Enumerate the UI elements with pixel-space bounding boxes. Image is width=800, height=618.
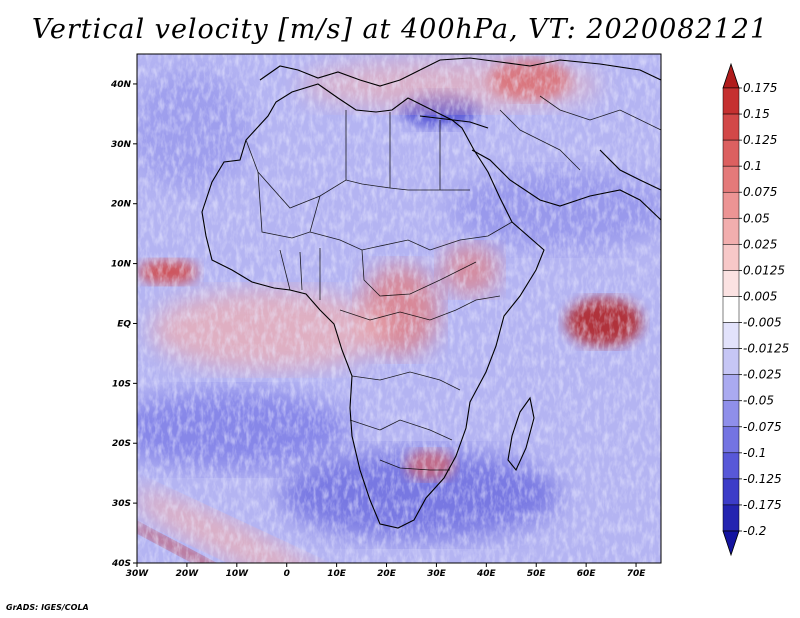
y-tick-label: 40S: [111, 559, 131, 569]
colorbar-box: [722, 426, 740, 454]
colorbar-label: -0.05: [743, 394, 774, 408]
x-tick-label: 70E: [627, 569, 647, 579]
colorbar-box: [722, 374, 740, 401]
x-tick-label: 30E: [427, 569, 447, 579]
y-tick-label: 20S: [112, 439, 131, 449]
colorbar-box: [722, 270, 740, 297]
x-tick-label: 50E: [527, 569, 547, 579]
colorbar-box: [722, 113, 740, 141]
colorbar-label: -0.2: [743, 524, 766, 538]
colorbar-label: -0.025: [743, 368, 782, 382]
x-tick-label: 20E: [377, 569, 397, 579]
x-tick-label: 30W: [126, 569, 150, 579]
x-tick-label: 20W: [176, 569, 200, 579]
y-tick-label: EQ: [117, 319, 131, 329]
map-figure: 30W 20W 10W 0 10E 20E 30E 40E 50E 60E 70E 40N 30N 20N…: [110, 53, 789, 579]
y-tick-label: 30N: [111, 140, 132, 150]
y-tick-label: 20N: [111, 200, 132, 210]
colorbar-box: [722, 478, 740, 506]
colorbar-box: [722, 400, 740, 428]
y-tick-label: 10S: [112, 379, 131, 389]
colorbar: 0.175 0.15 0.125 0.1 0.075 0.05 0.025 0.0125 0.0…: [722, 62, 789, 557]
colorbar-box: [722, 218, 740, 245]
x-tick-label: 60E: [577, 569, 597, 579]
map-axes: 30W 20W 10W 0 10E 20E 30E 40E 50E 60E 70E 40N 30N 20N…: [110, 80, 646, 579]
colorbar-bottom-arrow: [722, 530, 740, 557]
colorbar-top-arrow: [722, 62, 740, 89]
x-tick-label: 0: [284, 569, 290, 579]
colorbar-box: [722, 452, 740, 480]
y-tick-label: 30S: [112, 499, 131, 509]
colorbar-label: -0.1: [743, 446, 766, 460]
y-tick-label: 10N: [111, 260, 132, 270]
colorbar-label: -0.175: [743, 498, 782, 512]
colorbar-label: 0.1: [743, 159, 762, 173]
colorbar-label: -0.0125: [743, 342, 789, 356]
colorbar-label: 0.15: [743, 107, 770, 121]
colorbar-label: 0.0125: [743, 263, 785, 277]
colorbar-box: [722, 165, 740, 193]
colorbar-box: [722, 244, 740, 271]
colorbar-box: [722, 296, 740, 323]
y-tick-label: 40N: [110, 80, 132, 90]
colorbar-box: [722, 322, 740, 349]
colorbar-label: -0.125: [743, 472, 782, 486]
colorbar-box: [722, 87, 740, 115]
colorbar-box: [722, 139, 740, 167]
x-tick-label: 40E: [476, 569, 497, 579]
colorbar-label: -0.005: [743, 316, 782, 330]
colorbar-label: 0.025: [743, 237, 777, 251]
map-frame: [136, 53, 662, 564]
colorbar-label: 0.05: [743, 211, 770, 225]
coastlines: [201, 57, 661, 529]
x-tick-label: 10E: [327, 569, 347, 579]
colorbar-label: 0.075: [743, 185, 777, 199]
colorbar-label: 0.125: [743, 133, 777, 147]
colorbar-box: [722, 348, 740, 375]
velocity-field: [137, 54, 661, 563]
software-credit: GrADS: IGES/COLA: [6, 603, 89, 612]
colorbar-box: [722, 191, 740, 219]
colorbar-label: 0.175: [743, 81, 777, 95]
chart-title: Vertical velocity [m/s] at 400hPa, VT: 2…: [31, 14, 769, 45]
x-tick-label: 10W: [226, 569, 250, 579]
colorbar-box: [722, 504, 740, 532]
colorbar-label: 0.005: [743, 289, 777, 303]
country-borders: [245, 95, 661, 471]
colorbar-label: -0.075: [743, 420, 782, 434]
